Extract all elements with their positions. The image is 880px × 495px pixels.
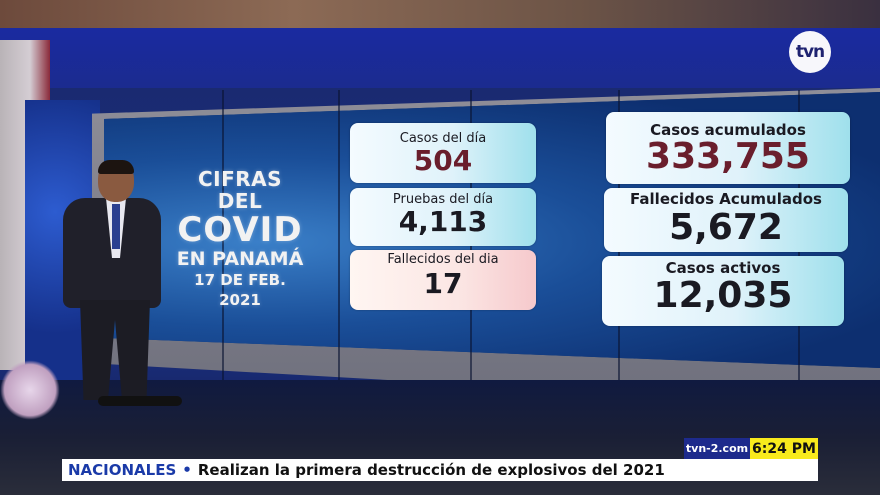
news-ticker: NACIONALES • Realizan la primera destruc… <box>62 459 818 481</box>
card-value: 17 <box>423 267 463 300</box>
card-label: Pruebas del día <box>392 192 494 207</box>
card-fallecidos-del-dia: Fallecidos del dia 17 <box>350 250 536 310</box>
presenter-tie <box>112 204 120 249</box>
news-presenter <box>58 160 182 410</box>
card-label: Fallecidos Acumulados <box>630 190 822 208</box>
card-value: 12,035 <box>653 275 793 316</box>
studio-upper-wall <box>0 28 880 88</box>
tvn-logo-icon: tvn <box>789 31 831 73</box>
studio-floor-light <box>0 360 60 420</box>
card-pruebas-del-dia: Pruebas del día 4,113 <box>350 188 536 246</box>
website-label: tvn-2.com <box>684 438 750 459</box>
card-value: 4,113 <box>398 205 488 238</box>
presenter-hair <box>98 160 134 174</box>
title-line-3: EN PANAMÁ <box>176 248 304 270</box>
videowall-seam <box>222 90 224 390</box>
card-label: Casos acumulados <box>650 121 806 139</box>
card-value: 504 <box>413 144 473 177</box>
clock-label: 6:24 PM <box>750 438 818 459</box>
videowall-seam <box>338 90 340 390</box>
title-date: 17 DE FEB. 2021 <box>194 271 286 309</box>
presenter-shoes <box>98 396 182 406</box>
covid-title: CIFRAS DEL COVID EN PANAMÁ 17 DE FEB. 20… <box>172 168 308 310</box>
ticker-category: NACIONALES <box>68 461 177 479</box>
card-value: 333,755 <box>646 136 810 177</box>
card-label: Casos activos <box>665 259 781 277</box>
card-fallecidos-acumulados: Fallecidos Acumulados 5,672 <box>604 188 848 252</box>
card-casos-activos: Casos activos 12,035 <box>602 256 844 326</box>
title-line-1: CIFRAS DEL <box>197 167 283 213</box>
card-label: Fallecidos del dia <box>387 252 499 267</box>
ticker-headline: Realizan la primera destrucción de explo… <box>197 461 665 479</box>
presenter-legs <box>80 300 150 400</box>
card-value: 5,672 <box>669 207 783 248</box>
card-casos-del-dia: Casos del día 504 <box>350 123 536 183</box>
ticker-separator: • <box>182 461 192 479</box>
card-label: Casos del día <box>399 131 487 146</box>
card-casos-acumulados: Casos acumulados 333,755 <box>606 112 850 184</box>
title-line-2: COVID <box>177 210 303 250</box>
